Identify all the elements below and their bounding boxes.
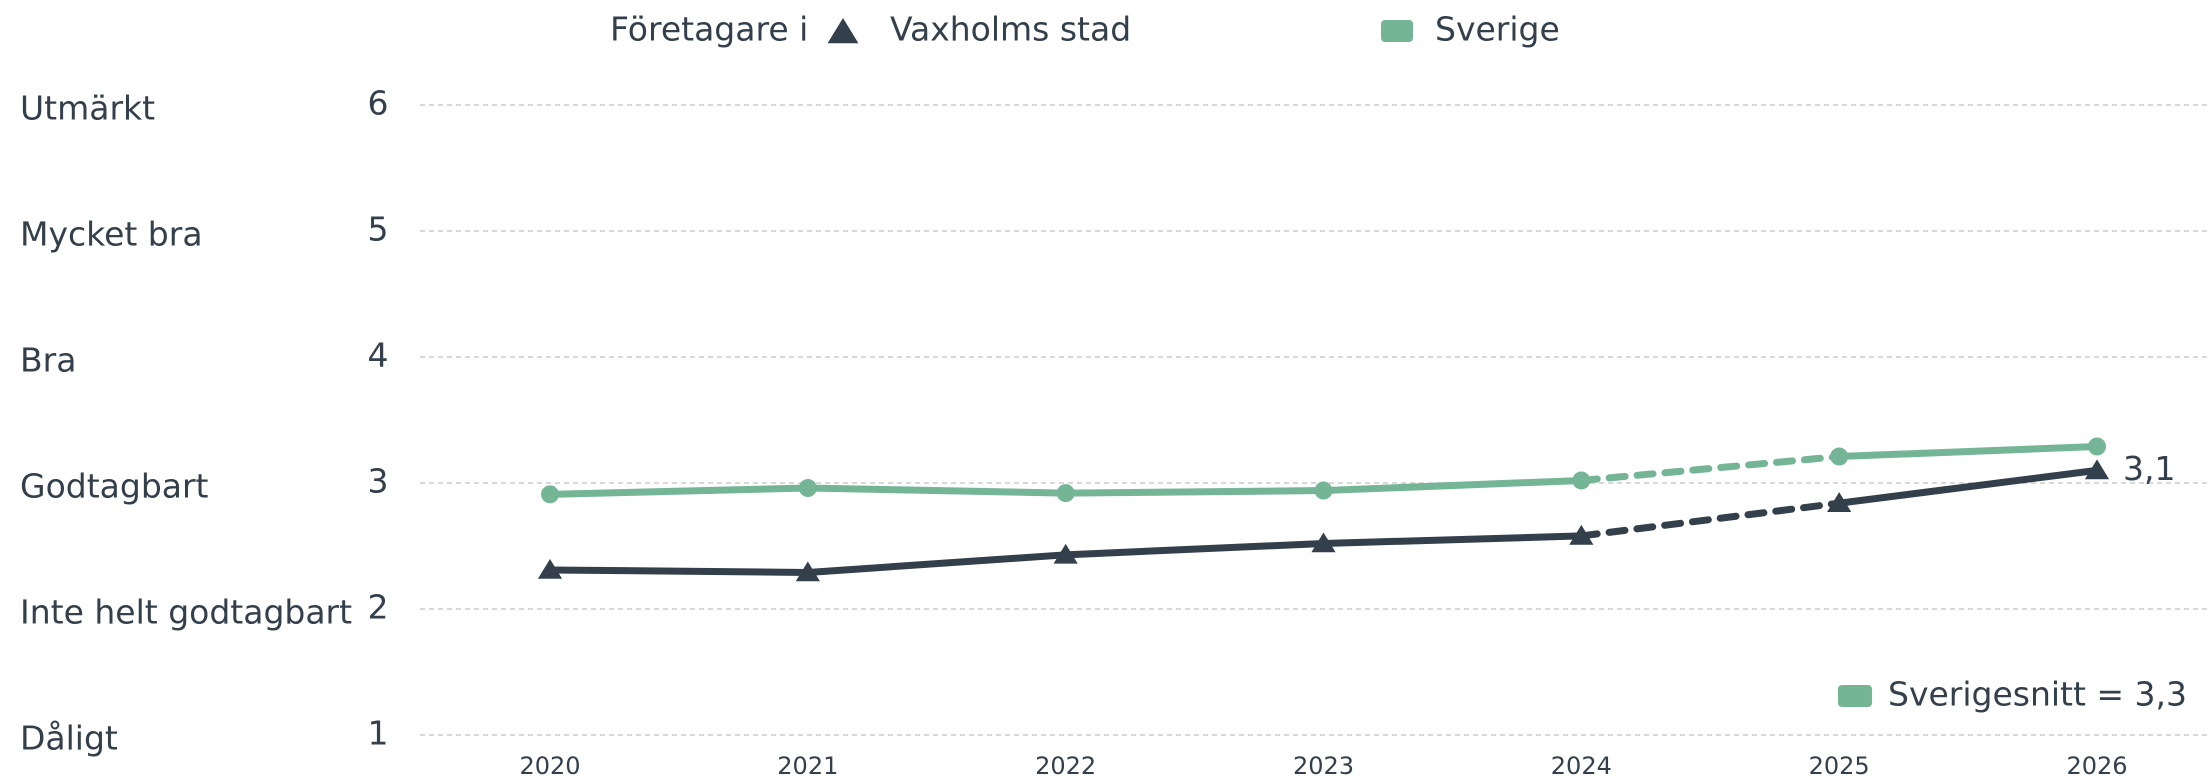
annotation-marker: [1838, 685, 1872, 707]
point: [795, 561, 820, 582]
point: [541, 485, 559, 504]
x-tick-label: 2026: [2066, 752, 2127, 778]
point: [1572, 471, 1591, 490]
point: [537, 558, 563, 579]
x-tick-label: 2022: [1035, 752, 1096, 778]
legend-marker: [1381, 20, 1413, 42]
line-segment: [804, 551, 1070, 576]
legend-title: Företagare i: [610, 10, 808, 49]
point: [1314, 481, 1333, 500]
y-tick-label: 5: [368, 210, 389, 249]
point: [1569, 524, 1594, 545]
data-label: 3,1: [2123, 449, 2175, 488]
y-category-label: Inte helt godtagbart: [20, 593, 352, 632]
point: [2084, 459, 2110, 480]
y-category-label: Utmärkt: [20, 89, 155, 128]
y-category-label: Mycket bra: [20, 215, 203, 254]
line-segment: [1835, 442, 2101, 461]
point: [1830, 447, 1849, 466]
y-tick-label: 2: [368, 588, 389, 627]
line-segment: [1320, 532, 1585, 547]
legend-marker: [827, 18, 859, 44]
x-tick-label: 2020: [519, 752, 580, 778]
y-tick-label: 3: [368, 462, 389, 501]
line-segment: [1062, 539, 1327, 559]
legend-label: Vaxholms stad: [890, 10, 1131, 49]
y-tick-label: 4: [368, 336, 389, 375]
point: [798, 479, 817, 498]
y-category-label: Bra: [20, 341, 76, 380]
line-segment: [546, 484, 812, 498]
y-category-label: Dåligt: [20, 719, 118, 758]
annotation: Sverigesnitt = 3,3: [1888, 675, 2187, 714]
y-tick-label: 1: [368, 714, 389, 753]
line-segment: [804, 484, 1070, 497]
point: [2088, 437, 2106, 456]
line-segment: [1835, 466, 2101, 507]
y-tick-label: 6: [368, 84, 389, 123]
legend-label: Sverige: [1435, 10, 1560, 49]
line-segment: [1320, 476, 1585, 495]
y-category-label: Godtagbart: [20, 467, 209, 506]
point: [1053, 543, 1078, 564]
x-tick-label: 2021: [777, 752, 838, 778]
x-tick-label: 2025: [1809, 752, 1870, 778]
line-segment: [1062, 487, 1327, 497]
x-tick-label: 2024: [1551, 752, 1612, 778]
point: [1056, 484, 1075, 503]
line-segment: [1577, 499, 1843, 540]
x-tick-label: 2023: [1293, 752, 1354, 778]
line-segment: [546, 566, 812, 576]
point: [1311, 532, 1336, 553]
point: [1827, 492, 1852, 512]
line-segment: [1577, 453, 1843, 484]
